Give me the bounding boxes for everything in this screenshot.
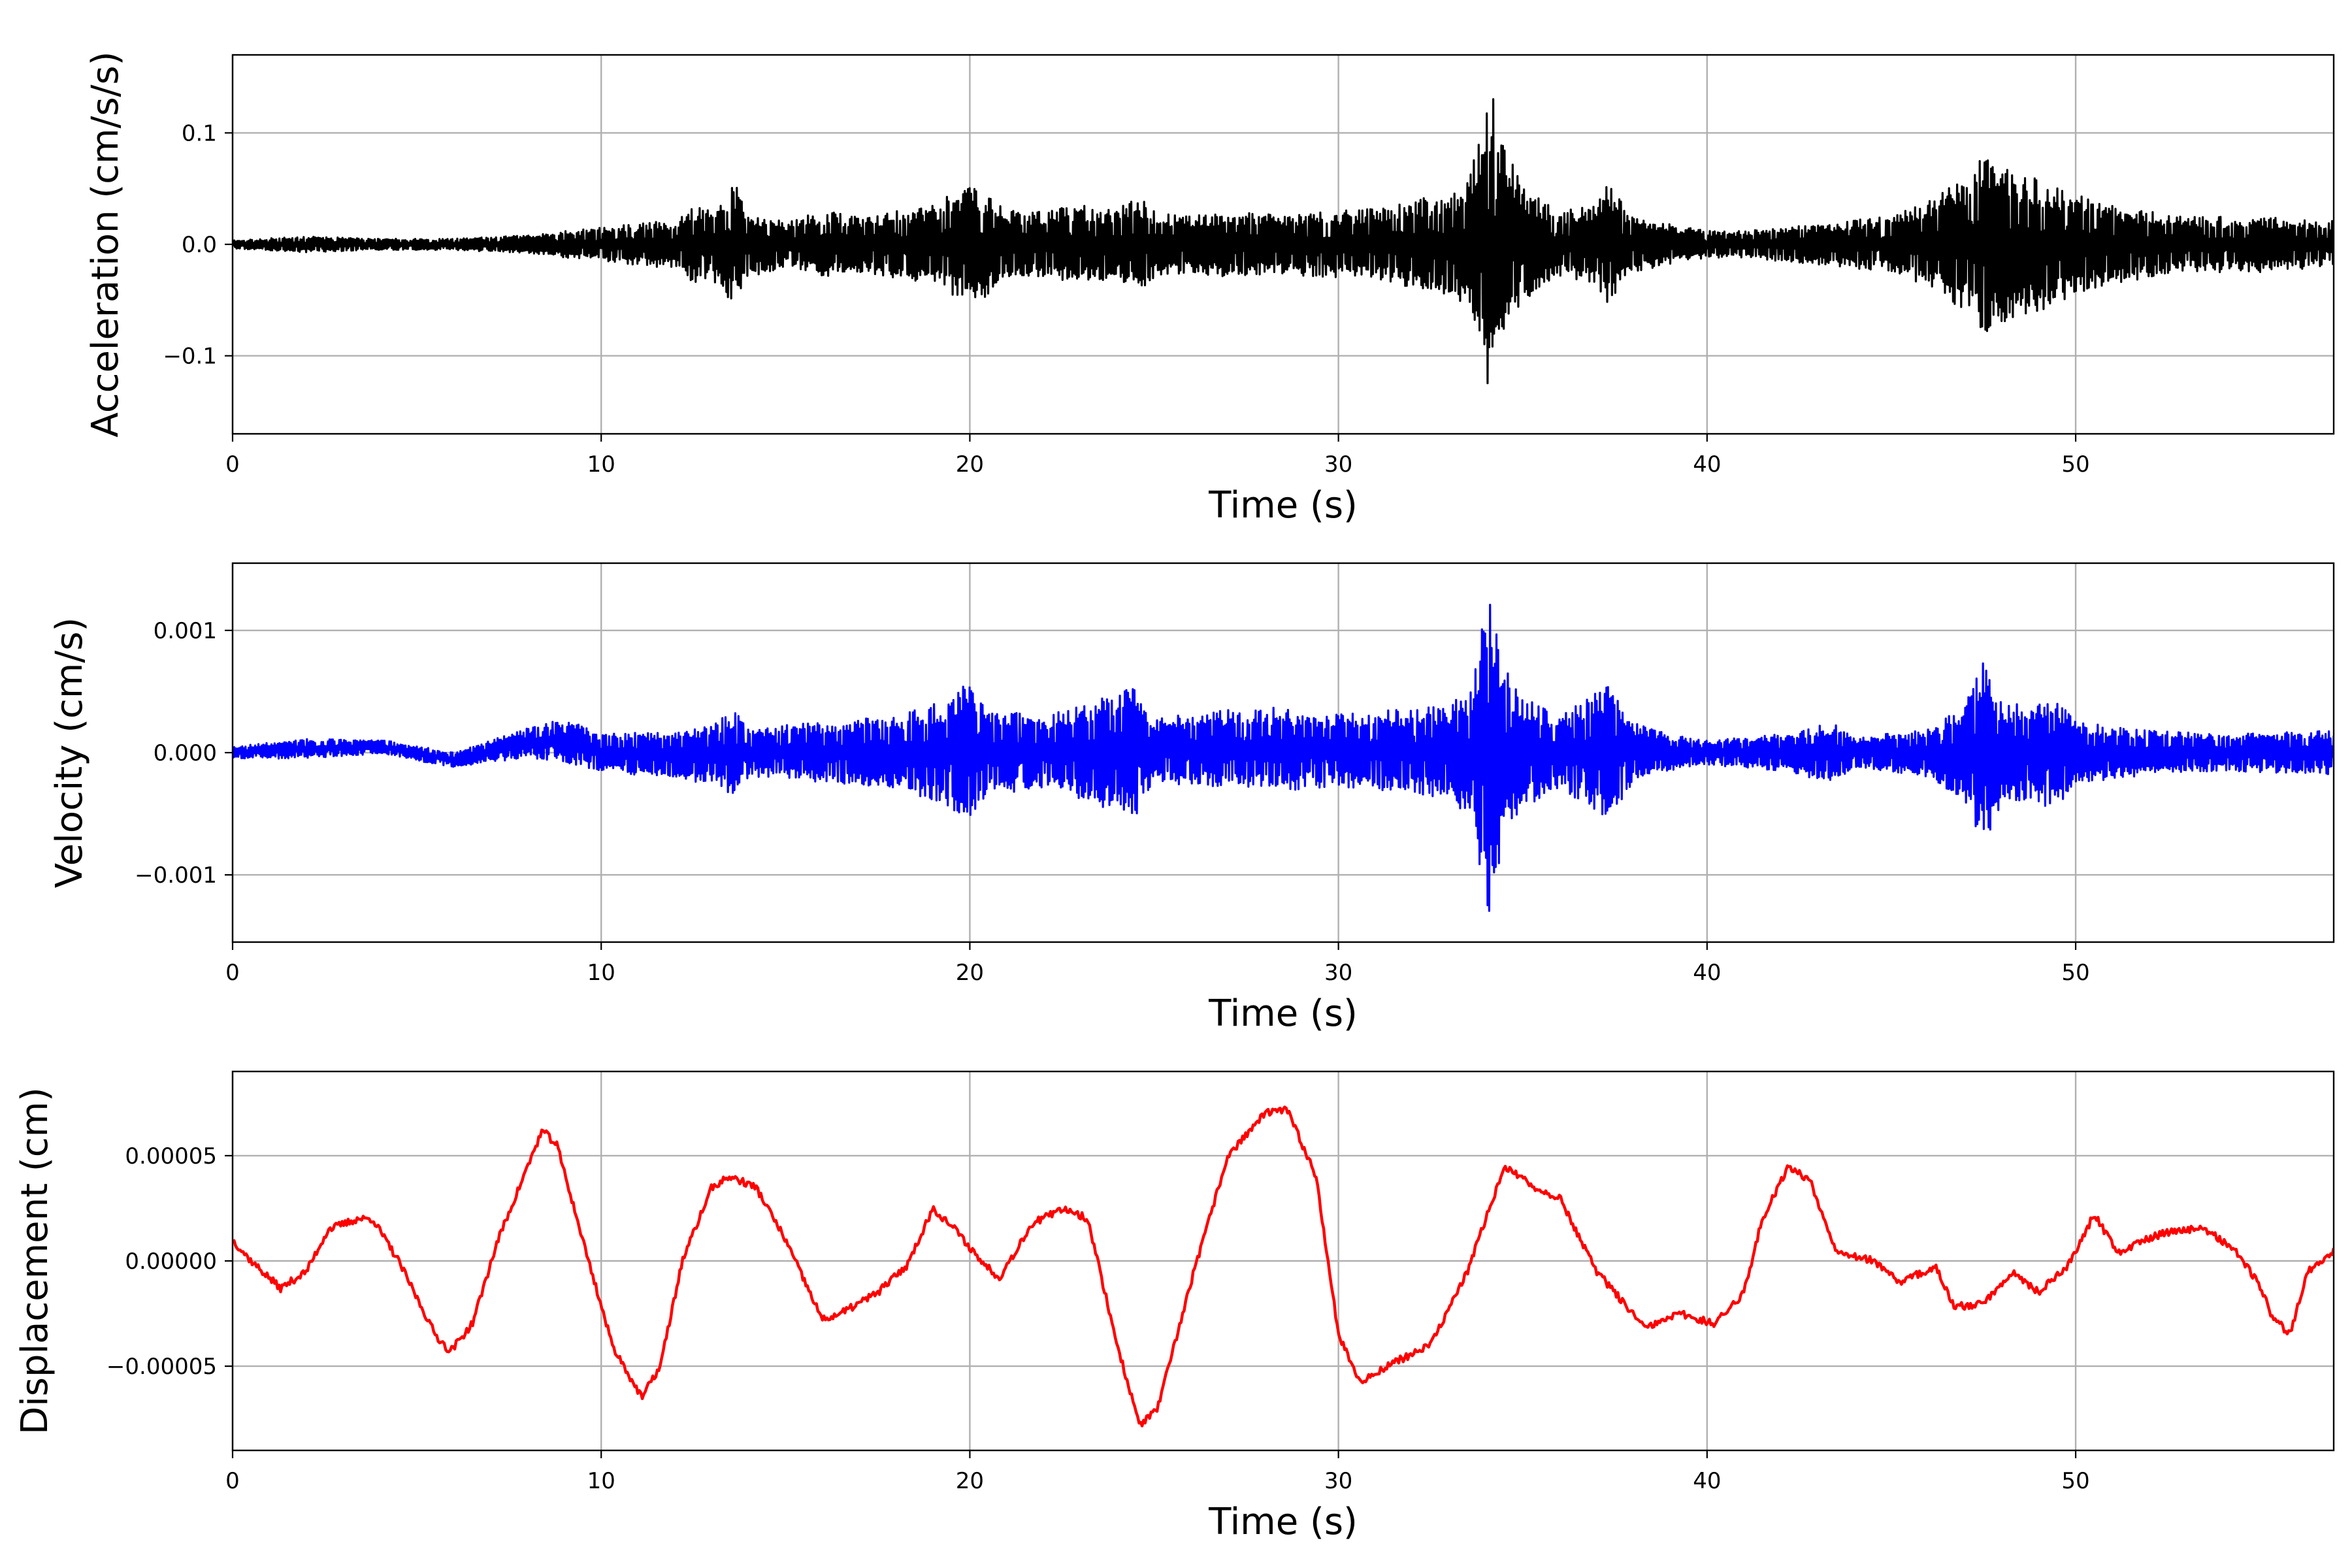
displacement-subplot: 0 10 20 30 40 50 −0.00005 0.00000 0.00005 Time (s… [14,1070,2335,1543]
velocity-y-tick-label: 0.000 [154,740,217,766]
velocity-x-tick-label: 50 [2061,960,2089,986]
velocity-x-tick-label: 30 [1324,960,1352,986]
displacement-y-axis-label: Displacement (cm) [14,1087,56,1435]
velocity-x-tick-label: 40 [1693,960,1721,986]
displacement-series-line [233,1105,2334,1428]
displacement-x-tick-label: 20 [956,1468,984,1494]
velocity-x-tick-label: 0 [225,960,240,986]
velocity-x-tick-label: 10 [587,960,615,986]
acceleration-x-tick-label: 20 [956,451,984,478]
acceleration-x-tick-label: 50 [2061,451,2089,478]
displacement-x-tick-label: 0 [225,1468,240,1494]
velocity-x-axis-label: Time (s) [1208,992,1358,1035]
acceleration-x-tick-label: 0 [225,451,240,478]
velocity-y-axis-label: Velocity (cm/s) [48,617,91,889]
acceleration-y-tick-label: 0.1 [182,120,217,146]
displacement-y-tick-label: 0.00000 [125,1249,217,1275]
velocity-x-tick-label: 20 [956,960,984,986]
displacement-x-tick-label: 10 [587,1468,615,1494]
displacement-y-tick-label: −0.00005 [106,1354,217,1380]
displacement-x-axis-label: Time (s) [1208,1501,1358,1543]
acceleration-subplot: 0 10 20 30 40 50 −0.1 0.0 0.1 Time (s) Acceleratio… [84,52,2335,527]
displacement-x-tick-label: 50 [2061,1468,2089,1494]
acceleration-x-tick-label: 40 [1693,451,1721,478]
displacement-y-tick-label: 0.00005 [125,1143,217,1169]
displacement-x-tick-label: 30 [1324,1468,1352,1494]
acceleration-y-axis-label: Acceleration (cm/s/s) [84,52,127,438]
velocity-y-tick-label: −0.001 [135,862,217,889]
acceleration-y-tick-label: 0.0 [182,232,217,258]
acceleration-x-tick-label: 10 [587,451,615,478]
velocity-subplot: 0 10 20 30 40 50 −0.001 0.000 0.001 Time (s) Veloc… [48,562,2335,1035]
displacement-x-tick-label: 40 [1693,1468,1721,1494]
velocity-series-line [233,604,2334,912]
acceleration-series-line [233,98,2334,385]
acceleration-x-tick-label: 30 [1324,451,1352,478]
acceleration-x-axis-label: Time (s) [1208,484,1358,527]
velocity-y-tick-label: 0.001 [154,618,217,644]
acceleration-y-tick-label: −0.1 [163,344,217,370]
